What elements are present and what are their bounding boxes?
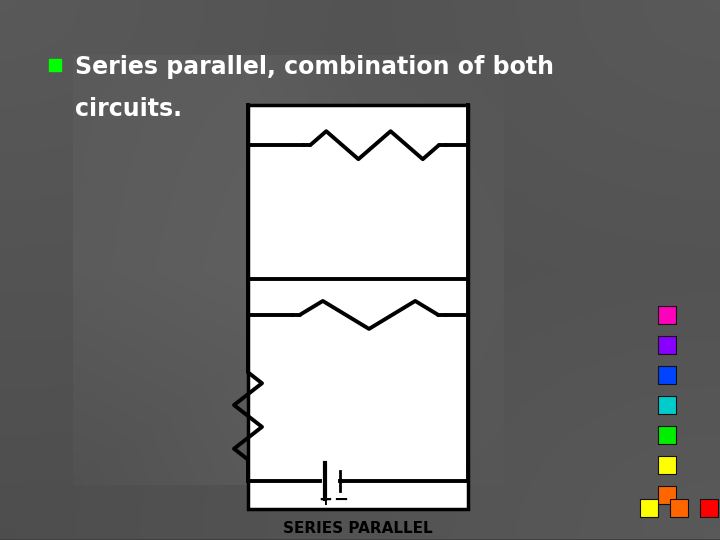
Bar [670,499,688,517]
Bar [658,366,676,384]
Bar [658,426,676,444]
Bar [658,486,676,504]
Bar [700,499,718,517]
Bar [248,105,468,509]
Text: circuits.: circuits. [75,97,182,121]
Text: Series parallel, combination of both: Series parallel, combination of both [75,55,554,79]
Bar [658,306,676,325]
Text: SERIES PARALLEL: SERIES PARALLEL [283,521,433,536]
Text: −: − [333,490,348,509]
Bar [658,396,676,414]
Bar [658,336,676,354]
Bar [640,499,658,517]
Text: +: + [318,490,332,509]
Bar [658,456,676,474]
